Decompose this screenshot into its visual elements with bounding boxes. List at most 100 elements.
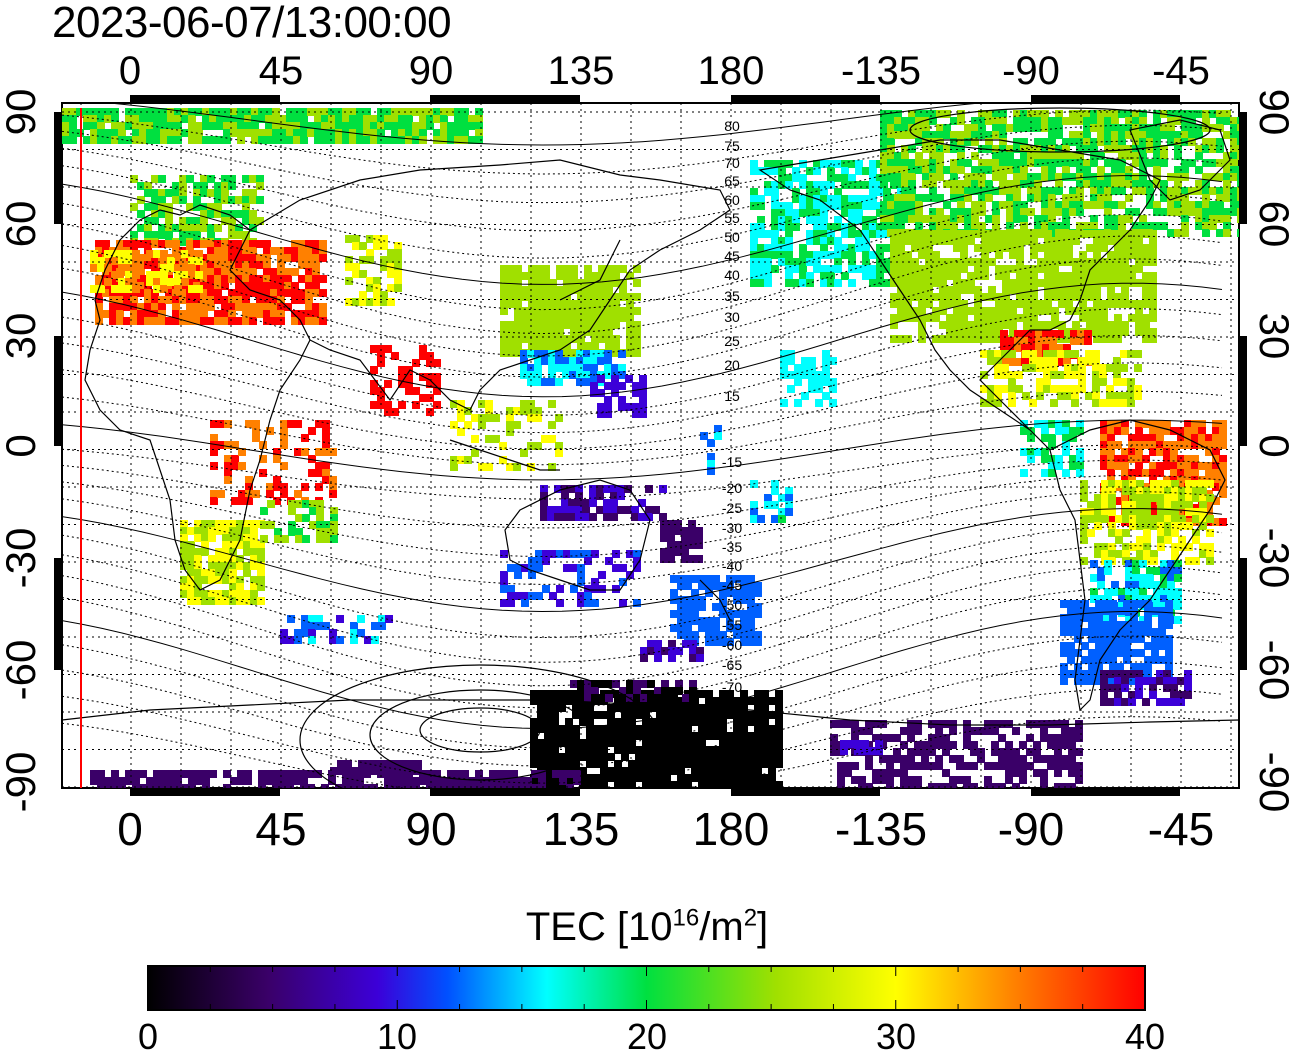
tec-cell (719, 718, 727, 726)
tec-cell (820, 209, 828, 217)
tec-cell (684, 603, 692, 611)
tec-cell (1184, 427, 1192, 435)
tec-cell (1171, 529, 1179, 537)
tec-cell (633, 321, 641, 329)
tec-cell (236, 583, 244, 591)
tec-cell (1185, 480, 1193, 488)
tec-cell (366, 235, 374, 243)
tec-cell (256, 275, 264, 283)
tec-cell (384, 108, 392, 116)
tec-cell (201, 569, 209, 577)
tec-cell (356, 122, 364, 130)
tec-cell (668, 647, 676, 655)
tec-cell (1149, 307, 1157, 315)
tec-cell (314, 122, 322, 130)
tec-cell (929, 152, 937, 160)
tec-cell (988, 286, 996, 294)
tec-cell (535, 314, 543, 322)
tec-cell (726, 575, 734, 583)
tec-cell (1237, 124, 1239, 132)
tec-cell (236, 562, 244, 570)
tec-cell (907, 748, 915, 756)
tec-cell (761, 774, 769, 782)
tec-cell (1030, 279, 1038, 287)
tec-cell (1153, 201, 1161, 209)
tec-cell (1081, 614, 1089, 622)
tec-cell (764, 167, 772, 175)
tec-cell (904, 286, 912, 294)
tec-cell (1153, 208, 1161, 216)
tec-cell (754, 774, 762, 782)
tec-cell (250, 583, 258, 591)
tec-cell (1107, 321, 1115, 329)
tec-cell (579, 774, 587, 782)
tec-cell (1041, 117, 1049, 125)
tec-cell (1021, 344, 1029, 352)
tec-cell (391, 352, 399, 360)
tec-cell (144, 217, 152, 225)
tec-cell (291, 282, 299, 290)
tec-cell (291, 268, 299, 276)
tec-cell (527, 414, 535, 422)
tec-cell (116, 240, 124, 248)
tec-cell (922, 131, 930, 139)
tec-cell (236, 597, 244, 605)
tec-cell (1002, 265, 1010, 273)
tec-cell (153, 129, 161, 137)
tec-cell (524, 784, 532, 788)
tec-cell (1153, 124, 1161, 132)
tec-cell (1013, 180, 1021, 188)
tec-cell (960, 251, 968, 259)
tec-cell (964, 138, 972, 146)
tec-cell (1043, 385, 1051, 393)
tec-cell (1167, 124, 1175, 132)
tec-cell (160, 770, 168, 778)
tec-cell (597, 357, 605, 365)
tec-cell (300, 122, 308, 130)
tec-cell (570, 335, 578, 343)
tec-cell (894, 222, 902, 230)
tec-cell (610, 485, 618, 493)
tec-cell (1023, 300, 1031, 308)
tec-cell (1181, 201, 1189, 209)
tec-cell (485, 435, 493, 443)
tec-cell (102, 240, 110, 248)
tec-cell (1219, 476, 1227, 484)
tec-cell (750, 195, 758, 203)
tec-cell (257, 576, 265, 584)
tec-cell (908, 215, 916, 223)
tec-cell (549, 279, 557, 287)
tec-cell (705, 767, 713, 775)
tec-cell (605, 272, 613, 280)
tec-cell (633, 342, 641, 350)
tec-cell (1020, 208, 1028, 216)
tec-cell (967, 230, 975, 238)
tec-cell (174, 784, 182, 788)
tec-cell (1223, 222, 1231, 230)
tec-cell (384, 345, 392, 353)
tec-cell (174, 278, 182, 286)
tec-cell (288, 507, 296, 515)
tec-cell (471, 449, 479, 457)
tec-cell (535, 272, 543, 280)
tec-cell (586, 704, 594, 712)
tec-cell (151, 175, 159, 183)
tec-cell (1125, 574, 1133, 582)
tec-cell (132, 257, 140, 265)
tec-cell (315, 615, 323, 623)
tec-cell (1118, 187, 1126, 195)
tec-cell (1088, 649, 1096, 657)
tec-cell (593, 788, 601, 796)
tec-cell (298, 240, 306, 248)
tec-cell (187, 548, 195, 556)
tec-cell (1121, 684, 1129, 692)
tec-cell (1067, 649, 1075, 657)
tec-cell (535, 564, 543, 572)
tec-cell (586, 788, 594, 796)
tec-cell (992, 117, 1000, 125)
tec-cell (569, 357, 577, 365)
tec-cell (1132, 222, 1140, 230)
tec-cell (956, 755, 964, 763)
tec-cell (568, 499, 576, 507)
tec-cell (291, 247, 299, 255)
